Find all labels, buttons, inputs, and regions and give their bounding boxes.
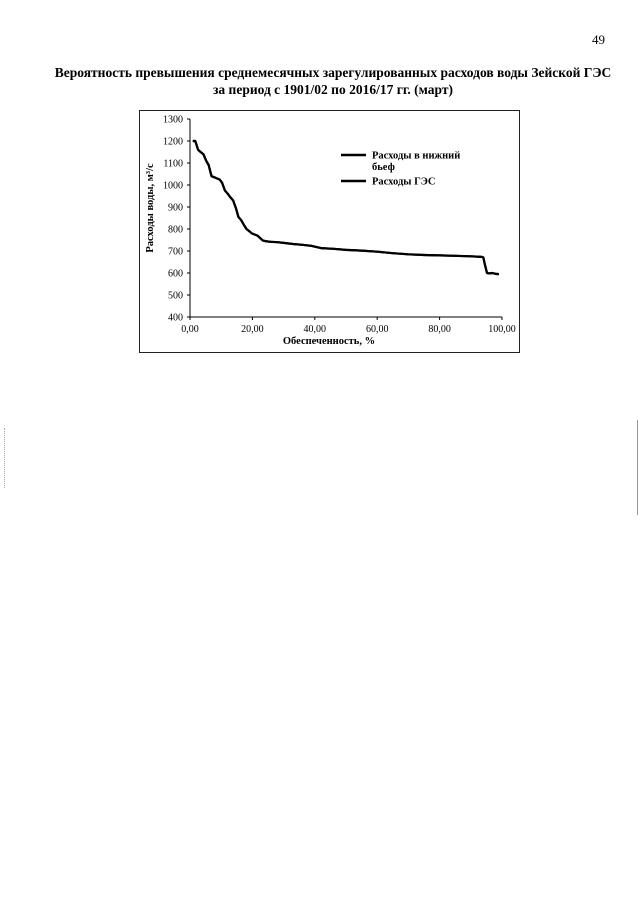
x-tick-label: 0,00 — [181, 324, 199, 335]
x-tick-label: 80,00 — [428, 324, 451, 335]
y-tick-label: 500 — [168, 291, 183, 302]
x-tick-label: 60,00 — [366, 324, 389, 335]
x-axis-title: Обеспеченность, % — [283, 336, 375, 347]
x-tick-label: 20,00 — [241, 324, 264, 335]
page-number: 49 — [592, 32, 605, 47]
y-tick-label: 800 — [168, 225, 183, 236]
y-tick-label: 1100 — [163, 159, 183, 170]
series-layer — [192, 139, 499, 276]
y-tick-label: 700 — [168, 247, 183, 258]
legend-label-2: Расходы ГЭС — [372, 177, 436, 188]
y-tick-label: 400 — [168, 313, 183, 324]
y-tick-label: 1000 — [163, 181, 183, 192]
chart-heading: Вероятность превышения среднемесячных за… — [40, 64, 626, 98]
y-tick-label: 900 — [168, 203, 183, 214]
x-axis-ticks: 0,00 20,00 40,00 60,00 80,00 100,00 — [181, 317, 516, 335]
y-tick-label: 1300 — [163, 115, 183, 126]
y-axis-ticks: 1300 1200 1100 1000 900 800 700 600 500 400 — [163, 115, 190, 324]
chart-svg: 1300 1200 1100 1000 900 800 700 600 500 400 0,00 2… — [145, 115, 516, 348]
y-axis-title: Расходы воды, м³/с — [145, 163, 156, 253]
margin-mark-left — [4, 428, 5, 488]
y-tick-label: 1200 — [163, 137, 183, 148]
chart-frame: 1300 1200 1100 1000 900 800 700 600 500 400 0,00 2… — [139, 110, 520, 353]
x-tick-label: 100,00 — [488, 324, 516, 335]
legend-label-1: Расходы в нижний — [372, 151, 460, 162]
y-tick-label: 600 — [168, 269, 183, 280]
chart-heading-line-2: за период с 1901/02 по 2016/17 гг. (март… — [213, 82, 453, 97]
chart-heading-line-1: Вероятность превышения среднемесячных за… — [54, 65, 612, 80]
margin-mark-right — [637, 420, 638, 515]
legend-label-1-cont: бьеф — [372, 162, 395, 173]
x-tick-label: 40,00 — [304, 324, 327, 335]
series-line-2 — [192, 139, 499, 276]
axes — [189, 119, 502, 318]
